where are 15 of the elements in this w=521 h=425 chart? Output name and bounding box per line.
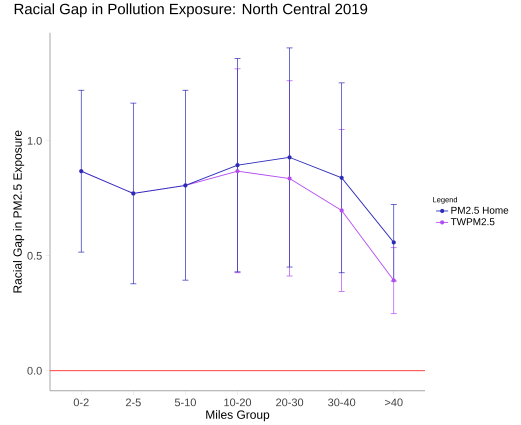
y-tick-label: 0.0 <box>27 367 42 375</box>
x-tick-label: >40 <box>385 398 403 406</box>
legend-label: PM2.5 Home <box>451 206 508 214</box>
y-axis-title: Racial Gap in PM2.5 Exposure <box>13 130 24 293</box>
x-tick-label: 30-40 <box>328 398 356 406</box>
x-axis-title: Miles Group <box>206 410 270 422</box>
y-tick-label: 1.0 <box>28 137 42 145</box>
x-tick-label: 2-5 <box>126 398 141 406</box>
x-tick-label: 10-20 <box>224 398 252 406</box>
legend-label: TWPM2.5 <box>450 218 494 226</box>
y-tick-label: 0.5 <box>27 252 42 260</box>
x-tick-label: 5-10 <box>174 398 196 406</box>
chart-title: Racial Gap in Pollution Exposure: North Central 2019 <box>14 4 368 18</box>
x-tick-label: 20-30 <box>276 398 304 406</box>
x-tick-label: 0-2 <box>74 398 89 406</box>
